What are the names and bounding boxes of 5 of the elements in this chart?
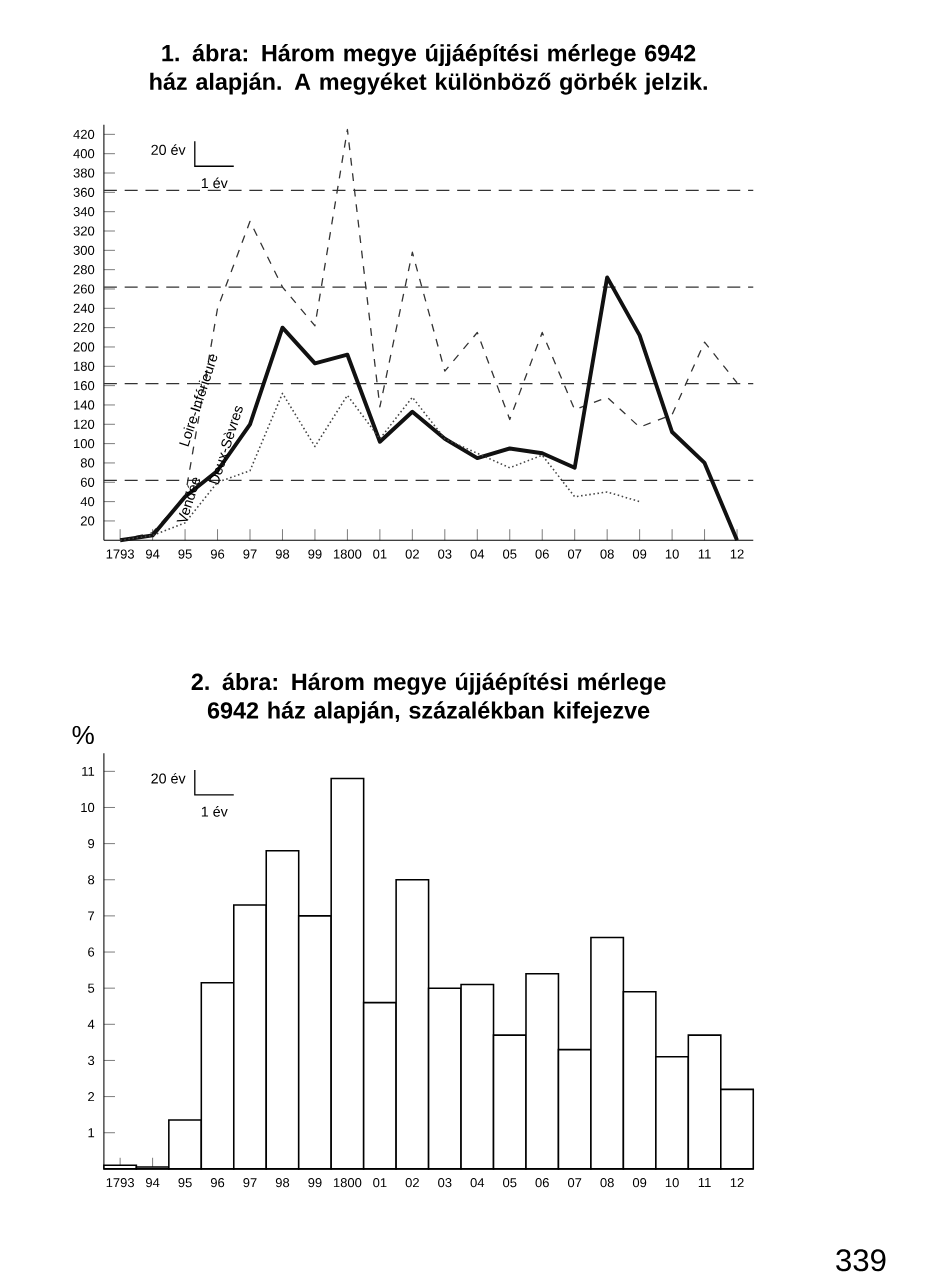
- text: 339: [836, 1249, 886, 1272]
- line-series: [118, 275, 740, 543]
- y-axis-title: %: [73, 725, 95, 745]
- chart-title: 1. ábra: Három megye újjáépítési mérlege 6942 ház alapján. A megyéket különböző görbék jelzik.: [150, 44, 708, 95]
- chart-title: 2. ábra: Három megye újjáépítési mérlege 6942 ház alapján, százalékban kifejezve: [192, 672, 666, 724]
